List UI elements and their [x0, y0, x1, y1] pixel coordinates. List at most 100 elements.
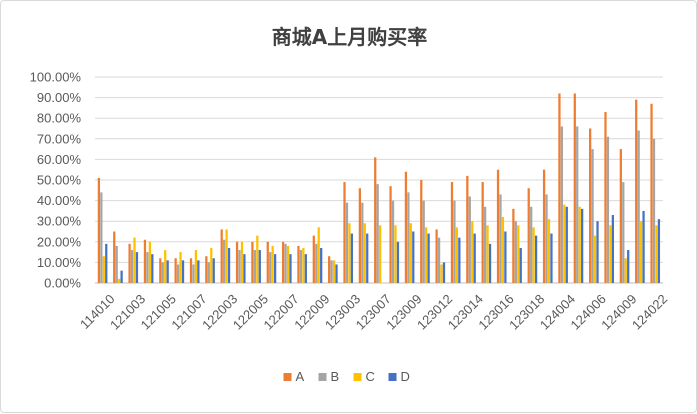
bar-D [504, 231, 507, 283]
bar-A [113, 231, 116, 283]
bar-C [578, 206, 581, 283]
bar-D [212, 258, 215, 283]
bar-D [412, 231, 415, 283]
bar-C [471, 221, 474, 283]
bar-B [115, 245, 118, 283]
bar-D [642, 210, 645, 283]
bar-D [227, 247, 231, 283]
bar-B [560, 126, 564, 283]
bar-A [189, 258, 193, 283]
legend-label-A: A [296, 369, 305, 384]
bar-C [118, 278, 121, 283]
bar-D [534, 235, 538, 283]
bar-B [545, 194, 548, 283]
y-tick-label: 80.00% [37, 111, 82, 126]
bar-A [266, 241, 269, 283]
bar-A [328, 256, 331, 283]
legend-label-D: D [401, 369, 410, 384]
bar-A [496, 169, 500, 283]
bar-A [450, 182, 454, 283]
bar-D [181, 260, 185, 283]
bar-C [609, 225, 612, 283]
bar-C [440, 264, 443, 283]
bar-B [361, 202, 364, 283]
bar-B [514, 221, 517, 283]
bar-B [422, 200, 425, 283]
y-tick-label: 60.00% [37, 152, 82, 167]
bar-C [317, 227, 320, 283]
bar-B [468, 196, 471, 283]
bar-D [258, 250, 261, 283]
y-tick-label: 50.00% [37, 173, 82, 188]
bar-A [420, 180, 423, 283]
bar-C [409, 223, 412, 283]
bar-A [97, 177, 101, 283]
bar-D [350, 233, 354, 283]
bar-D [105, 243, 108, 283]
bar-B [345, 202, 349, 283]
bar-D [565, 206, 568, 283]
bar-C [179, 252, 182, 283]
bar-D [396, 241, 400, 283]
bar-D [335, 264, 338, 283]
bar-B [223, 239, 226, 283]
bar-D [657, 219, 661, 283]
bar-B [100, 192, 103, 283]
bar-C [148, 241, 151, 283]
bar-B [637, 130, 640, 283]
chart-title: 商城A上月购买率 [271, 25, 428, 49]
bar-B [391, 200, 395, 283]
bar-D [120, 270, 123, 283]
bar-B [576, 126, 579, 283]
bar-C [225, 229, 228, 283]
bar-D [596, 221, 599, 283]
bar-C [286, 245, 290, 283]
bar-D [488, 243, 492, 283]
bar-A [650, 103, 653, 283]
bar-D [135, 252, 139, 283]
bar-C [210, 247, 213, 283]
bar-D [289, 254, 292, 283]
bar-A [435, 229, 438, 283]
y-tick-label: 70.00% [37, 131, 82, 146]
y-tick-label: 0.00% [44, 276, 81, 291]
bar-B [622, 182, 625, 283]
bar-C [379, 225, 382, 283]
bar-B [652, 138, 656, 283]
bar-C [332, 260, 336, 283]
legend-swatch-D [388, 373, 397, 381]
bar-A [481, 182, 484, 283]
y-tick-label: 40.00% [37, 193, 82, 208]
y-tick-label: 10.00% [37, 255, 82, 270]
bar-A [220, 229, 223, 283]
bar-C [164, 250, 167, 283]
bar-B [161, 262, 164, 283]
x-axis-tick-labels: 1140101210031210051210071220031220051220… [77, 291, 670, 332]
bar-B [299, 250, 303, 283]
bar-D [427, 233, 430, 283]
bar-A [374, 157, 377, 283]
bar-C [655, 225, 658, 283]
bar-B [330, 260, 333, 283]
bar-C [394, 225, 397, 283]
x-tick-label: 124022 [629, 291, 670, 332]
bar-B [453, 200, 456, 283]
bar-B [176, 264, 180, 283]
bar-A [619, 149, 622, 283]
bar-D [197, 260, 200, 283]
bar-layer [97, 93, 661, 284]
legend-label-C: C [366, 369, 375, 384]
bar-A [251, 241, 254, 283]
y-tick-label: 20.00% [37, 234, 82, 249]
bar-C [486, 225, 489, 283]
bar-C [547, 219, 551, 283]
bar-D [627, 250, 630, 283]
bar-A [205, 256, 208, 283]
bar-D [366, 233, 369, 283]
bar-A [143, 239, 147, 283]
y-tick-label: 30.00% [37, 214, 82, 229]
bar-D [550, 233, 553, 283]
bar-A [128, 243, 131, 283]
bar-C [363, 223, 366, 283]
